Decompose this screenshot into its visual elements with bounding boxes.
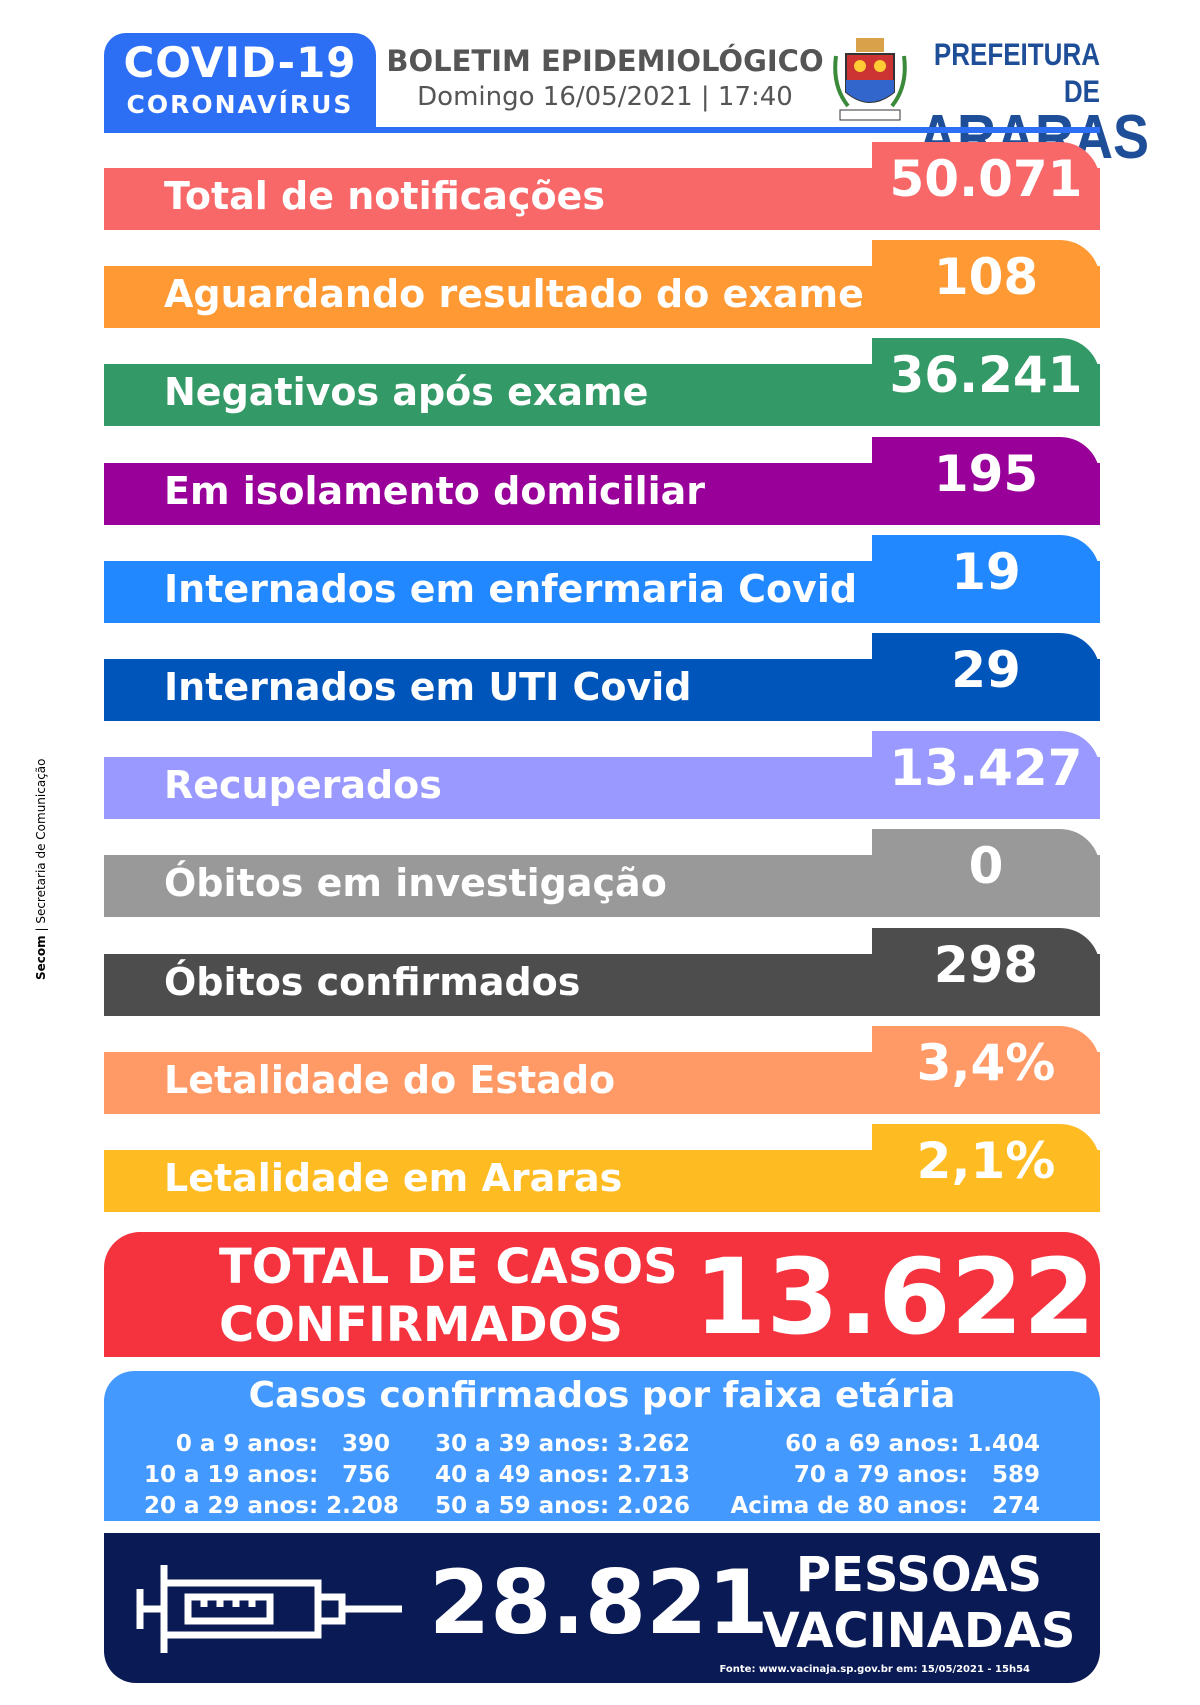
stat-value: 2,1% — [916, 1132, 1056, 1190]
age-title: Casos confirmados por faixa etária — [248, 1375, 956, 1416]
stat-row: Internados em enfermaria Covid 19 — [104, 534, 1100, 623]
stat-value: 36.241 — [889, 346, 1083, 405]
stat-value: 195 — [933, 444, 1039, 503]
stat-label: Em isolamento domiciliar — [164, 468, 706, 513]
bulletin-title: BOLETIM EPIDEMIOLÓGICO — [386, 44, 824, 78]
stat-label: Internados em enfermaria Covid — [164, 566, 858, 611]
age-item: 50 a 59 anos: 2.026 — [435, 1493, 690, 1519]
stat-value: 108 — [933, 248, 1039, 307]
stat-value-tab — [872, 731, 1100, 820]
age-item: Acima de 80 anos: 274 — [730, 1493, 1040, 1519]
stat-row: Letalidade em Araras 2,1% — [104, 1124, 1100, 1212]
stat-row: Óbitos em investigação 0 — [104, 829, 1100, 918]
stat-value: 13.427 — [889, 739, 1083, 798]
age-breakdown-panel: Casos confirmados por faixa etária 0 a 9… — [104, 1371, 1100, 1521]
age-column-2: 30 a 39 anos: 3.262 40 a 49 anos: 2.713 … — [434, 1429, 690, 1522]
stat-value-tab — [872, 142, 1100, 230]
stat-value: 29 — [951, 641, 1021, 699]
covid-badge: COVID-19 CORONAVÍRUS — [104, 33, 376, 131]
side-credit: Secom | Secretaria de Comunicação — [34, 758, 48, 981]
stat-row: Negativos após exame 36.241 — [104, 338, 1100, 427]
stat-value-tab — [872, 633, 1100, 721]
stat-row: Óbitos confirmados 298 — [104, 927, 1100, 1016]
age-item: 30 a 39 anos: 3.262 — [435, 1431, 690, 1457]
stat-label: Óbitos confirmados — [164, 959, 581, 1004]
stat-label: Internados em UTI Covid — [164, 665, 692, 709]
age-column-1: 0 a 9 anos: 390 10 a 19 anos: 756 20 a 2… — [144, 1429, 399, 1522]
vaccinated-label-line2: VACINADAS — [762, 1603, 1076, 1659]
stat-value: 3,4% — [916, 1033, 1056, 1092]
stat-row: Internados em UTI Covid 29 — [104, 633, 1100, 721]
stat-value-tab — [872, 534, 1100, 623]
bulletin-date: Domingo 16/05/2021 | 17:40 — [417, 82, 793, 112]
total-label-line1: TOTAL DE CASOS — [219, 1239, 678, 1295]
credit-org: Secom — [34, 935, 48, 980]
total-label-line2: CONFIRMADOS — [219, 1297, 623, 1353]
stat-value-tab — [872, 1124, 1100, 1212]
stat-value-tab — [872, 829, 1100, 918]
age-item: 10 a 19 anos: 756 — [144, 1462, 391, 1488]
age-item: 0 a 9 anos: 390 — [175, 1431, 390, 1457]
stat-value: 298 — [933, 935, 1039, 994]
stat-value-tab — [872, 927, 1100, 1016]
stat-row: Em isolamento domiciliar 195 — [104, 436, 1100, 525]
vaccine-source: Fonte: www.vacinaja.sp.gov.br em: 15/05/… — [719, 1664, 1030, 1675]
stat-label: Total de notificações — [164, 174, 605, 218]
bulletin-header: BOLETIM EPIDEMIOLÓGICO Domingo 16/05/202… — [385, 44, 825, 112]
stat-label: Óbitos em investigação — [164, 861, 667, 906]
stat-row: Recuperados 13.427 — [104, 731, 1100, 820]
age-item: 70 a 79 anos: 589 — [793, 1462, 1040, 1488]
vaccinated-value: 28.821 — [429, 1551, 769, 1654]
header-divider — [104, 127, 1100, 133]
stat-value-tab — [872, 1025, 1100, 1114]
total-confirmed-panel: TOTAL DE CASOS CONFIRMADOS 13.622 — [104, 1232, 1100, 1358]
city-crest-icon — [833, 38, 907, 121]
credit-dept: Secretaria de Comunicação — [34, 758, 48, 924]
age-item: 40 a 49 anos: 2.713 — [435, 1462, 690, 1488]
badge-title: COVID-19 — [123, 38, 357, 87]
age-item: 60 a 69 anos: 1.404 — [785, 1431, 1040, 1457]
stat-label: Aguardando resultado do exame — [164, 272, 864, 317]
vaccinated-label-line1: PESSOAS — [795, 1547, 1043, 1603]
stat-value-tab — [872, 436, 1100, 525]
stat-value: 0 — [968, 837, 1004, 896]
age-column-3: 60 a 69 anos: 1.404 70 a 79 anos: 589 Ac… — [724, 1429, 1040, 1522]
vaccination-panel: 28.821 PESSOAS VACINADAS Fonte: www.vacin… — [104, 1533, 1100, 1683]
stat-value: 50.071 — [889, 150, 1083, 208]
stat-label: Letalidade em Araras — [164, 1156, 623, 1200]
stat-value-tab — [872, 240, 1100, 329]
syringe-icon — [136, 1565, 402, 1653]
stat-label: Recuperados — [164, 763, 442, 808]
stat-label: Negativos após exame — [164, 370, 649, 415]
prefeitura-line1: PREFEITURA DE — [933, 36, 1100, 110]
stat-label: Letalidade do Estado — [164, 1057, 616, 1102]
total-confirmed-value: 13.622 — [694, 1236, 1096, 1358]
stat-value-tab — [872, 338, 1100, 427]
badge-subtitle: CORONAVÍRUS — [126, 90, 354, 119]
stat-row: Aguardando resultado do exame 108 — [104, 240, 1100, 329]
stat-row: Total de notificações 50.071 — [104, 142, 1100, 230]
age-item: 20 a 29 anos: 2.208 — [144, 1493, 399, 1519]
stat-row: Letalidade do Estado 3,4% — [104, 1025, 1100, 1114]
stat-value: 19 — [951, 542, 1021, 601]
